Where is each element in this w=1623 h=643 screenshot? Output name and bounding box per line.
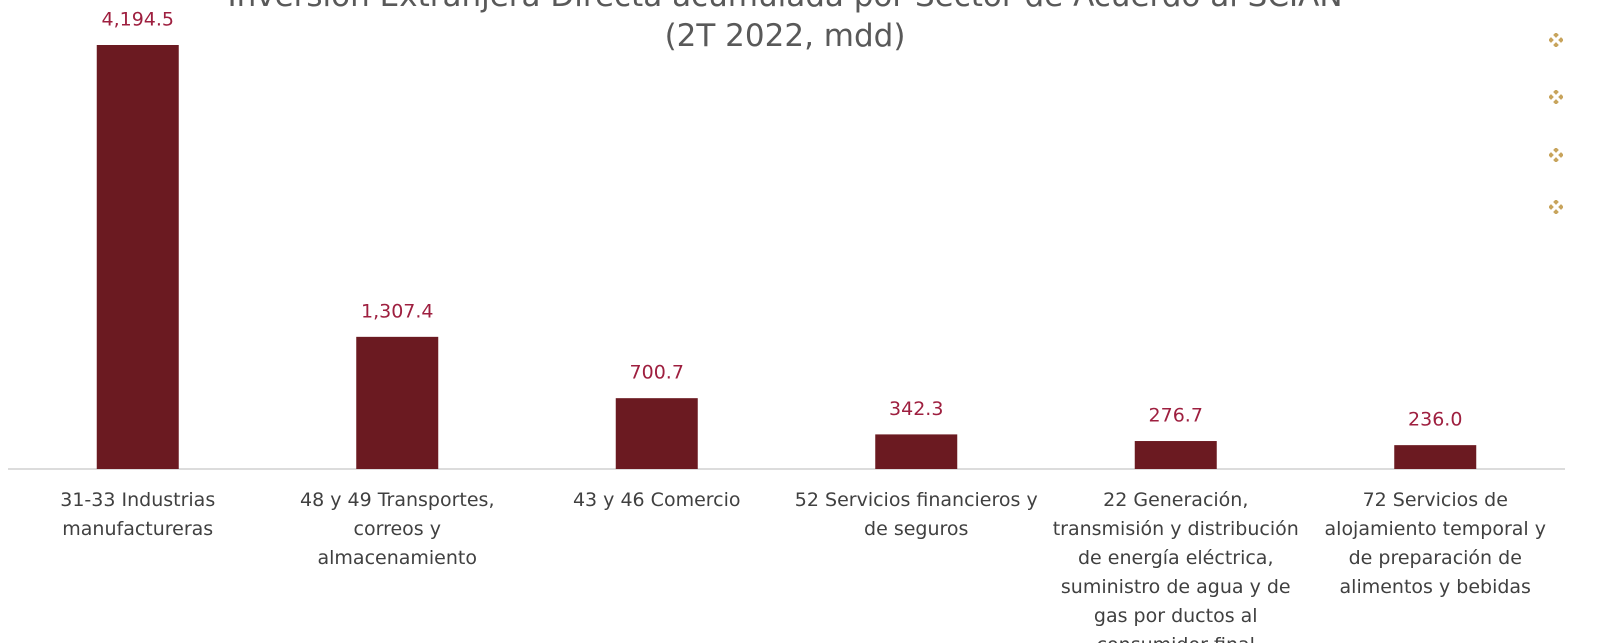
bullet-icon	[1549, 148, 1563, 162]
data-label: 342.3	[889, 398, 943, 420]
x-tick-label: 43 y 46 Comercio	[572, 489, 741, 511]
chart-title: Inversión Extranjera Directa acumulada p…	[0, 0, 1570, 14]
data-label: 4,194.5	[101, 9, 174, 31]
bar	[96, 45, 179, 469]
chart-subtitle: (2T 2022, mdd)	[664, 18, 906, 54]
bar	[356, 336, 439, 469]
data-label: 276.7	[1149, 405, 1203, 427]
data-label: 1,307.4	[361, 300, 434, 322]
x-tick-label: 52 Servicios financieros y de seguros	[794, 489, 1038, 540]
bullet-icon	[1549, 33, 1563, 47]
x-tick-label: 22 Generación, transmisión y distribució…	[1052, 489, 1299, 643]
data-label: 236.0	[1408, 409, 1462, 431]
x-tick-label: 31-33 Industrias manufactureras	[60, 489, 216, 540]
data-label: 700.7	[630, 362, 684, 384]
bullet-icon	[1549, 90, 1563, 104]
bar	[1394, 445, 1477, 469]
bullet-icon	[1549, 200, 1563, 214]
x-tick-label: 48 y 49 Transportes, correos y almacenam…	[300, 489, 495, 569]
bar	[875, 434, 958, 469]
bar	[1134, 441, 1217, 469]
bar	[615, 398, 698, 469]
x-tick-label: 72 Servicios de alojamiento temporal y d…	[1324, 489, 1546, 598]
